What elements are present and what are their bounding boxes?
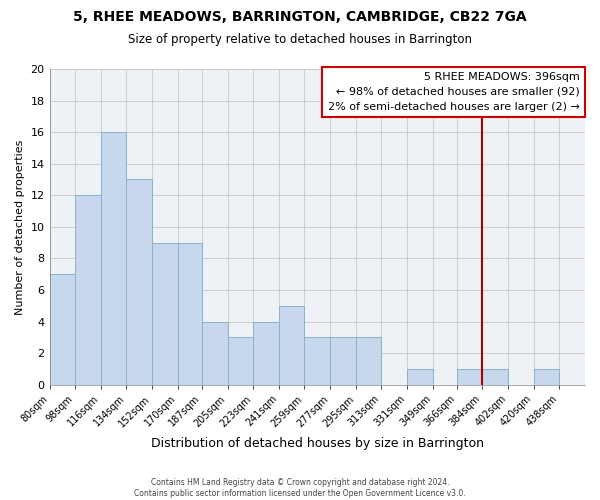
Bar xyxy=(227,338,253,384)
Bar xyxy=(330,338,356,384)
Bar xyxy=(356,338,382,384)
Bar xyxy=(304,338,330,384)
Text: 5, RHEE MEADOWS, BARRINGTON, CAMBRIDGE, CB22 7GA: 5, RHEE MEADOWS, BARRINGTON, CAMBRIDGE, … xyxy=(73,10,527,24)
Bar xyxy=(178,242,202,384)
Bar xyxy=(407,369,433,384)
X-axis label: Distribution of detached houses by size in Barrington: Distribution of detached houses by size … xyxy=(151,437,484,450)
Bar xyxy=(127,180,152,384)
Bar xyxy=(75,196,101,384)
Bar xyxy=(279,306,304,384)
Bar xyxy=(50,274,75,384)
Text: Contains HM Land Registry data © Crown copyright and database right 2024.
Contai: Contains HM Land Registry data © Crown c… xyxy=(134,478,466,498)
Text: Size of property relative to detached houses in Barrington: Size of property relative to detached ho… xyxy=(128,32,472,46)
Y-axis label: Number of detached properties: Number of detached properties xyxy=(15,139,25,314)
Bar xyxy=(253,322,279,384)
Bar xyxy=(482,369,508,384)
Bar xyxy=(457,369,482,384)
Text: 5 RHEE MEADOWS: 396sqm
← 98% of detached houses are smaller (92)
2% of semi-deta: 5 RHEE MEADOWS: 396sqm ← 98% of detached… xyxy=(328,72,580,112)
Bar xyxy=(101,132,127,384)
Bar xyxy=(152,242,178,384)
Bar xyxy=(534,369,559,384)
Bar xyxy=(202,322,227,384)
